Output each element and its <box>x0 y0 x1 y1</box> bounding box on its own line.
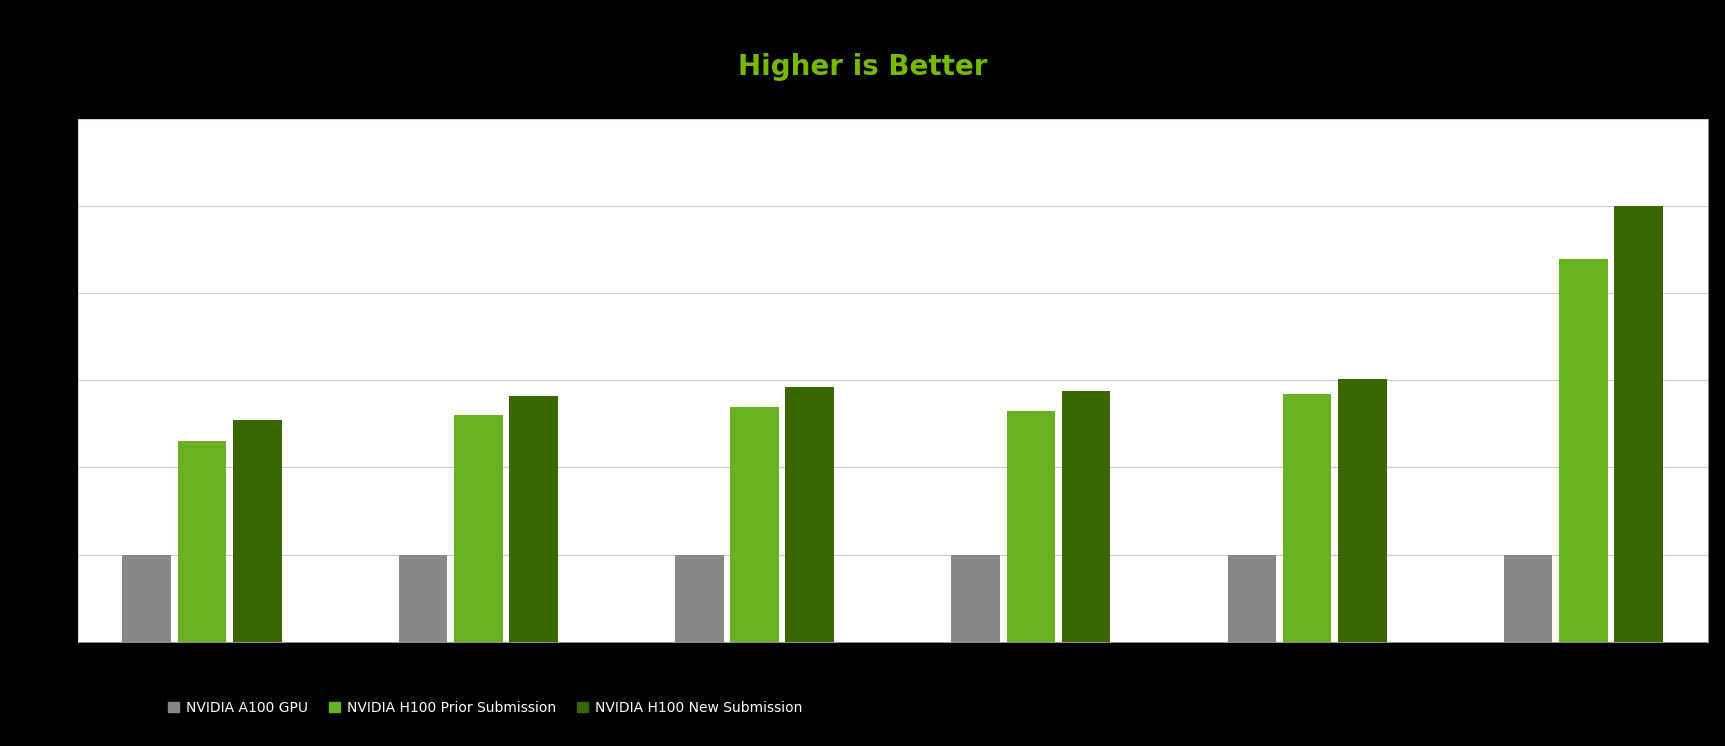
Bar <box>509 396 557 642</box>
Bar <box>1006 411 1056 642</box>
Bar <box>233 419 281 642</box>
Bar <box>1228 554 1276 642</box>
Legend: NVIDIA A100 GPU, NVIDIA H100 Prior Submission, NVIDIA H100 New Submission: NVIDIA A100 GPU, NVIDIA H100 Prior Submi… <box>162 695 807 721</box>
Bar <box>122 554 171 642</box>
Bar <box>178 442 226 642</box>
Bar <box>730 407 780 642</box>
Bar <box>1063 391 1111 642</box>
Bar <box>950 554 1000 642</box>
Bar <box>674 554 723 642</box>
Bar <box>454 416 502 642</box>
Bar <box>398 554 447 642</box>
Bar <box>1559 259 1608 642</box>
Bar <box>1339 379 1387 642</box>
Text: Higher is Better: Higher is Better <box>738 53 987 81</box>
Bar <box>785 387 835 642</box>
Bar <box>1615 207 1663 642</box>
Bar <box>1283 394 1332 642</box>
Bar <box>1504 554 1552 642</box>
